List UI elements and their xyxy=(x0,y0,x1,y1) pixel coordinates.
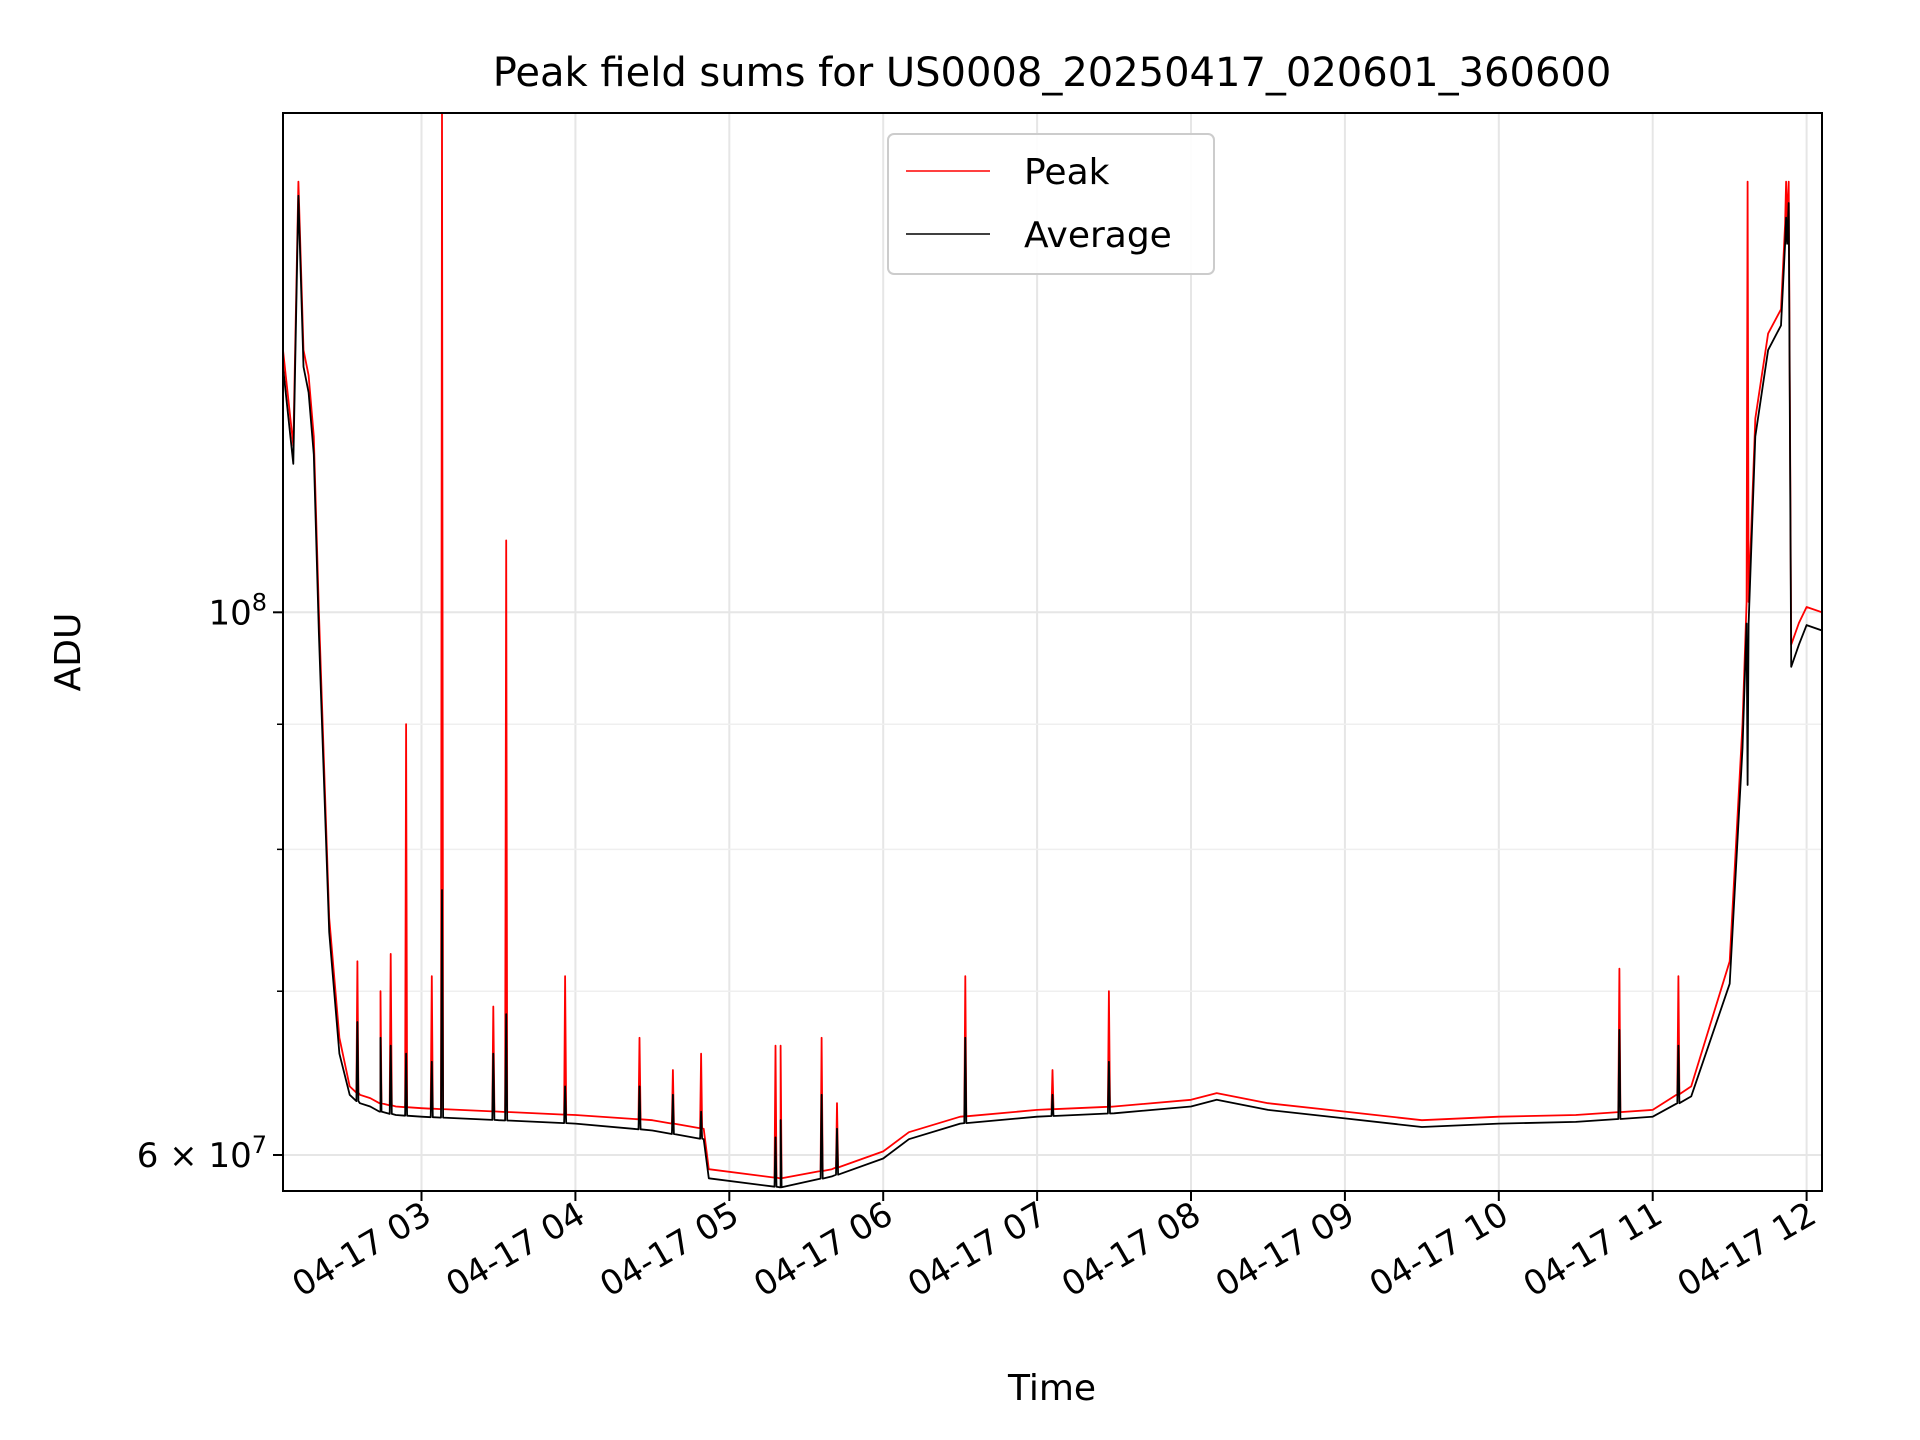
y-axis-ticks: 6 × 107 108 xyxy=(137,588,283,1176)
legend-label-average: Average xyxy=(1024,215,1172,256)
legend-box xyxy=(887,133,1215,275)
chart-title: Peak field sums for US0008_20250417_0206… xyxy=(493,50,1612,96)
plot-series xyxy=(283,113,1822,1189)
legend-label-peak: Peak xyxy=(1024,152,1110,193)
x-axis-label: Time xyxy=(1007,1368,1096,1409)
y-tick-label: 6 × 107 xyxy=(137,1131,267,1176)
y-tick-label: 108 xyxy=(208,588,267,633)
legend: Peak Average xyxy=(887,133,1215,275)
grid xyxy=(283,113,1822,1191)
axes-frame xyxy=(282,112,1823,1192)
y-axis-label: ADU xyxy=(48,613,89,692)
series-line-average xyxy=(283,194,1822,1189)
